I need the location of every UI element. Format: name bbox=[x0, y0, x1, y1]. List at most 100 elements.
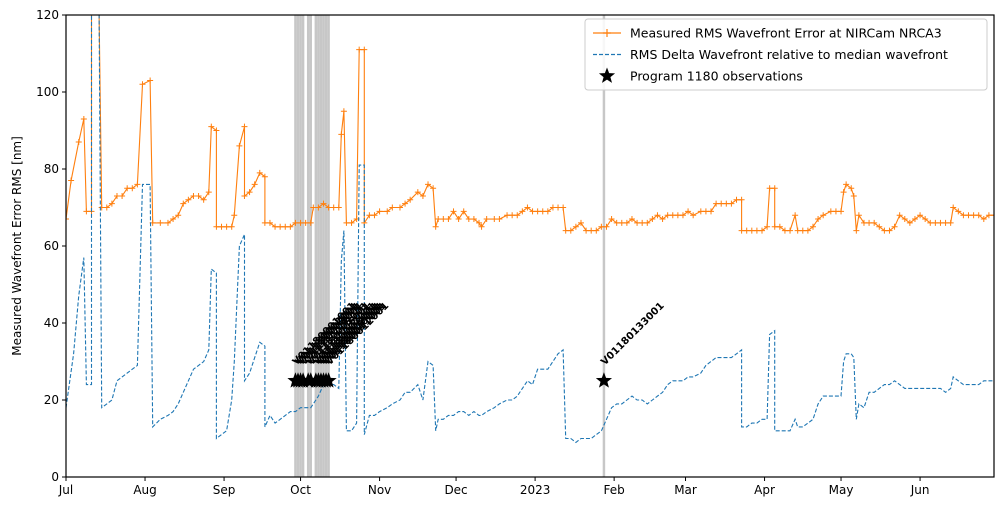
data-point bbox=[723, 200, 730, 207]
series-layer bbox=[66, 15, 994, 444]
data-point bbox=[840, 189, 847, 196]
data-point bbox=[129, 185, 136, 192]
data-point bbox=[970, 212, 977, 219]
data-point bbox=[593, 227, 600, 234]
y-tick-label: 20 bbox=[44, 393, 59, 407]
data-point bbox=[674, 212, 681, 219]
data-point bbox=[975, 212, 982, 219]
observation-label: V01180133001 bbox=[599, 300, 666, 367]
data-point bbox=[266, 219, 273, 226]
data-point bbox=[544, 208, 551, 215]
data-point bbox=[491, 216, 498, 223]
data-point bbox=[901, 216, 908, 223]
data-point bbox=[628, 216, 635, 223]
data-point bbox=[896, 212, 903, 219]
data-point bbox=[738, 227, 745, 234]
data-point bbox=[139, 81, 146, 88]
data-point bbox=[348, 219, 355, 226]
data-point bbox=[384, 208, 391, 215]
data-point bbox=[147, 77, 154, 84]
data-point bbox=[886, 227, 893, 234]
data-point bbox=[555, 204, 562, 211]
data-point bbox=[113, 192, 120, 199]
data-point bbox=[866, 219, 873, 226]
data-point bbox=[832, 208, 839, 215]
x-tick-label: Aug bbox=[133, 483, 156, 497]
data-point bbox=[287, 223, 294, 230]
data-point bbox=[743, 227, 750, 234]
data-point bbox=[917, 212, 924, 219]
data-point bbox=[853, 227, 860, 234]
data-point bbox=[478, 223, 485, 230]
y-tick-label: 80 bbox=[44, 162, 59, 176]
data-point bbox=[871, 219, 878, 226]
data-point bbox=[577, 219, 584, 226]
x-tick-label: 2023 bbox=[520, 483, 551, 497]
data-point bbox=[950, 204, 957, 211]
data-point bbox=[455, 216, 462, 223]
data-point bbox=[68, 177, 75, 184]
data-point bbox=[906, 219, 913, 226]
data-point bbox=[838, 208, 845, 215]
data-point bbox=[185, 196, 192, 203]
data-point bbox=[376, 208, 383, 215]
data-point bbox=[583, 227, 590, 234]
legend-label: RMS Delta Wavefront relative to median w… bbox=[630, 47, 948, 62]
data-point bbox=[460, 208, 467, 215]
data-point bbox=[371, 212, 378, 219]
data-point bbox=[307, 219, 314, 226]
data-point bbox=[771, 223, 778, 230]
data-point bbox=[876, 223, 883, 230]
data-point bbox=[407, 196, 414, 203]
data-point bbox=[623, 219, 630, 226]
data-point bbox=[134, 181, 141, 188]
data-point bbox=[200, 196, 207, 203]
data-point bbox=[366, 212, 373, 219]
data-point bbox=[850, 192, 857, 199]
data-point bbox=[315, 204, 322, 211]
data-point bbox=[195, 192, 202, 199]
data-point bbox=[549, 204, 556, 211]
data-point bbox=[83, 208, 90, 215]
data-point bbox=[942, 219, 949, 226]
data-point bbox=[534, 208, 541, 215]
y-tick-label: 0 bbox=[51, 470, 59, 484]
x-tick-label: Sep bbox=[213, 483, 236, 497]
y-axis-title: Measured Wavefront Error RMS [nm] bbox=[10, 136, 24, 356]
data-point bbox=[991, 212, 994, 219]
data-point bbox=[205, 189, 212, 196]
data-point bbox=[509, 212, 516, 219]
data-point bbox=[218, 223, 225, 230]
data-point bbox=[697, 208, 704, 215]
y-tick-label: 100 bbox=[36, 85, 59, 99]
data-point bbox=[440, 216, 447, 223]
series-2 bbox=[66, 15, 994, 444]
data-point bbox=[881, 227, 888, 234]
data-point bbox=[567, 227, 574, 234]
data-point bbox=[430, 185, 437, 192]
data-point bbox=[809, 223, 816, 230]
data-point bbox=[272, 223, 279, 230]
data-point bbox=[685, 208, 692, 215]
data-point bbox=[389, 204, 396, 211]
data-point bbox=[748, 227, 755, 234]
data-point bbox=[815, 216, 822, 223]
data-point bbox=[771, 185, 778, 192]
data-point bbox=[764, 223, 771, 230]
data-point bbox=[927, 219, 934, 226]
data-point bbox=[860, 219, 867, 226]
data-point bbox=[562, 227, 569, 234]
data-point bbox=[246, 189, 253, 196]
data-point bbox=[340, 108, 347, 115]
data-point bbox=[80, 115, 87, 122]
data-point bbox=[251, 181, 258, 188]
x-tick-label: Jun bbox=[910, 483, 930, 497]
data-point bbox=[799, 227, 806, 234]
data-point bbox=[335, 204, 342, 211]
data-point bbox=[572, 223, 579, 230]
data-point bbox=[414, 189, 421, 196]
x-tick-label: Apr bbox=[754, 483, 775, 497]
data-point bbox=[504, 212, 511, 219]
data-point bbox=[75, 139, 82, 146]
